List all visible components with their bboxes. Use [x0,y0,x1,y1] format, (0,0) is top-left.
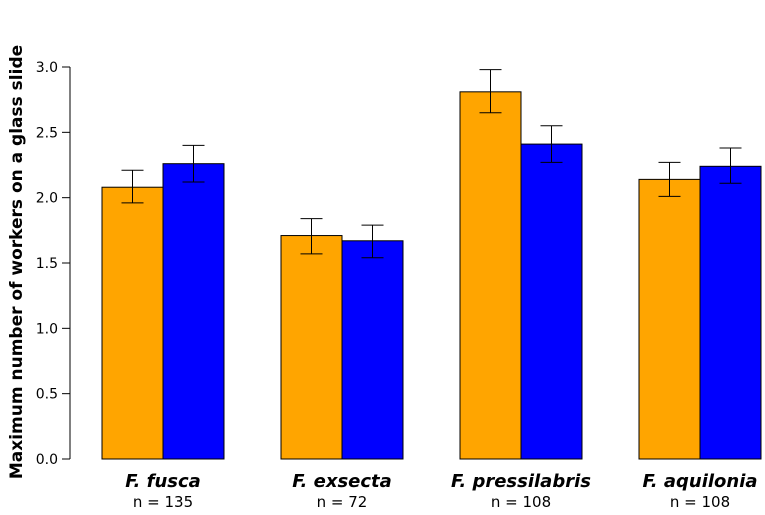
bar-orange-1 [101,186,164,460]
sample-size-label: n = 72 [317,493,368,511]
y-tick-label: 1.5 [36,256,58,272]
bar-orange-2 [280,235,343,460]
y-tick-label: 3.0 [36,60,58,76]
y-tick-label: 0.5 [36,387,58,403]
y-tick-label: 1.0 [36,321,58,337]
bar-blue-2 [341,240,404,460]
category-label: F. aquilonia [642,471,757,492]
y-tick-label: 2.0 [36,191,58,207]
bar-blue-3 [520,143,583,460]
y-tick-label: 0.0 [36,452,58,468]
bar-orange-3 [459,91,522,460]
bar-blue-1 [162,163,225,460]
y-axis: 0.0 0.5 1.0 1.5 2.0 2.5 3.0 [36,60,71,468]
bars-group [101,91,762,460]
bar-orange-4 [638,178,701,460]
sample-size-label: n = 108 [491,493,551,511]
category-label: F. fusca [125,471,201,492]
y-tick-label: 2.5 [36,125,58,141]
y-axis-label: Maximum number of workers on a glass sli… [7,45,27,479]
error-bars-group [121,69,742,259]
category-label: F. pressilabris [451,471,591,492]
sample-size-label: n = 108 [670,493,730,511]
bar-blue-4 [699,165,762,460]
sample-size-label: n = 135 [133,493,193,511]
category-label: F. exsecta [292,471,392,492]
